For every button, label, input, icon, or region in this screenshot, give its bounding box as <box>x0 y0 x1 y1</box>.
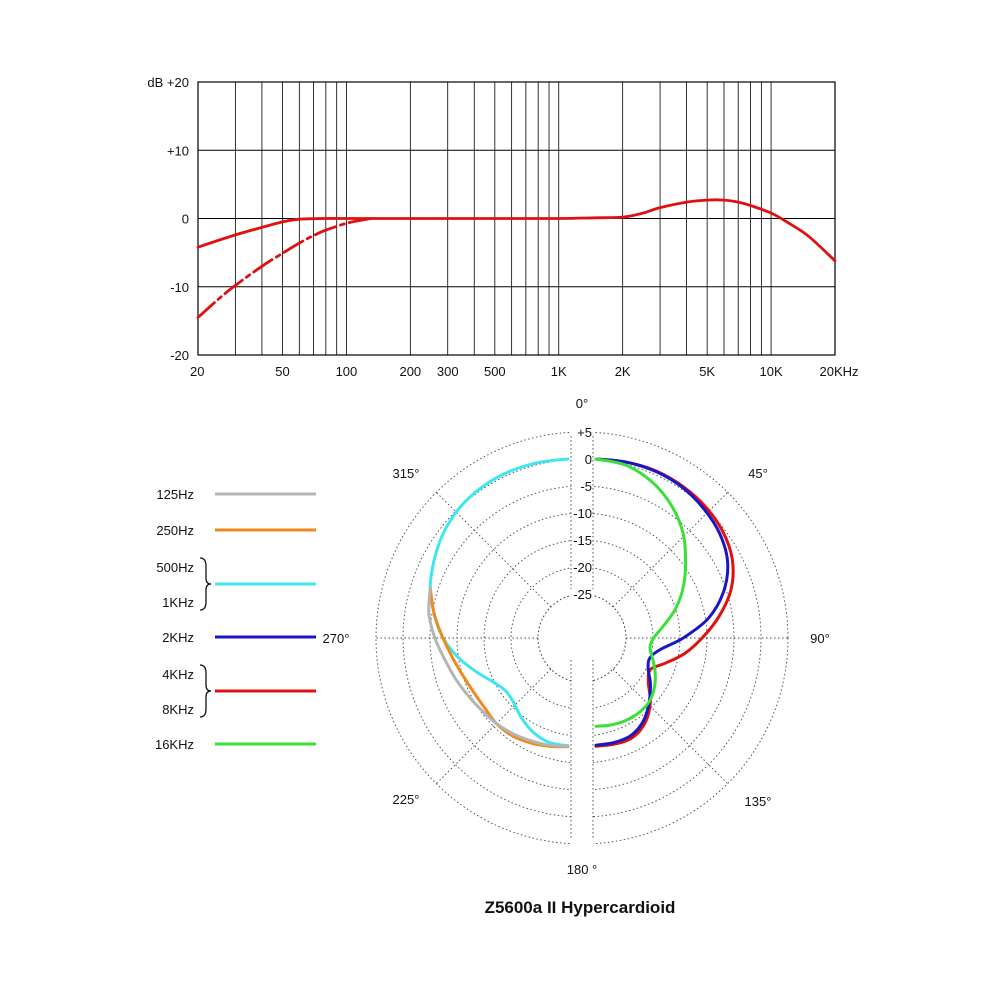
radial-tick-label: -15 <box>573 533 592 548</box>
plot-frame <box>197 81 836 356</box>
chart-title: Z5600a II Hypercardioid <box>485 898 676 917</box>
legend-label: 2KHz <box>162 630 194 645</box>
angle-label: 135° <box>745 794 772 809</box>
polar-trace-4 <box>428 586 570 749</box>
legend-label: 1KHz <box>162 595 194 610</box>
legend-label: 250Hz <box>156 523 194 538</box>
polar-pattern-chart: +5 0 -5 -10 -15 -20 -25 0° 45° 90° 135° 180 ° 225° 27… <box>323 396 830 877</box>
scale-strip <box>571 430 593 598</box>
legend-label: 4KHz <box>162 667 194 682</box>
y-tick-label: 0 <box>182 212 189 227</box>
angle-label: 45° <box>748 466 768 481</box>
x-tick-label: 1K <box>551 364 567 379</box>
y-tick-label: -10 <box>170 280 189 295</box>
y-tick-label: dB +20 <box>147 75 189 90</box>
radial-tick-label: -20 <box>573 560 592 575</box>
angle-label: 270° <box>323 631 350 646</box>
rear-strip <box>571 660 593 846</box>
polar-trace-5 <box>427 586 570 748</box>
x-tick-label: 20 <box>190 364 204 379</box>
polar-ring <box>375 431 789 845</box>
polar-spoke <box>612 668 728 784</box>
angle-label: 0° <box>576 396 588 411</box>
polar-trace-2 <box>594 457 688 728</box>
polar-trace-3 <box>428 457 570 748</box>
radial-tick-label: +5 <box>577 425 592 440</box>
legend-label: 500Hz <box>156 560 194 575</box>
legend-label: 8KHz <box>162 702 194 717</box>
radial-tick-label: -10 <box>573 506 592 521</box>
x-tick-label: 10K <box>760 364 783 379</box>
y-tick-label: +10 <box>167 143 189 158</box>
x-tick-label: 300 <box>437 364 459 379</box>
x-tick-label: 200 <box>399 364 421 379</box>
legend: 125Hz 250Hz 500Hz 1KHz 2KHz 4KHz 8KHz 16KHz <box>155 487 316 752</box>
response-line-solid <box>196 198 837 263</box>
x-tick-label: 2K <box>615 364 631 379</box>
legend-label: 125Hz <box>156 487 194 502</box>
polar-spoke <box>436 492 552 608</box>
x-tick-label: 5K <box>699 364 715 379</box>
polar-spoke <box>612 492 728 608</box>
response-line-dashed <box>196 217 372 319</box>
x-tick-label: 100 <box>336 364 358 379</box>
polar-center <box>539 595 625 681</box>
angle-label: 90° <box>810 631 830 646</box>
polar-trace-0 <box>594 457 735 748</box>
polar-trace-1 <box>594 457 730 747</box>
x-tick-label: 20KHz <box>819 364 858 379</box>
y-tick-label: -20 <box>170 348 189 363</box>
angle-label: 315° <box>393 466 420 481</box>
x-tick-label: 500 <box>484 364 506 379</box>
legend-label: 16KHz <box>155 737 194 752</box>
radial-tick-label: -5 <box>580 479 592 494</box>
legend-brace <box>199 664 212 718</box>
radial-tick-label: 0 <box>585 452 592 467</box>
angle-label: 180 ° <box>567 862 598 877</box>
polar-spoke <box>436 668 552 784</box>
legend-brace <box>199 557 212 611</box>
angle-label: 225° <box>393 792 420 807</box>
radial-tick-label: -25 <box>573 587 592 602</box>
x-tick-label: 50 <box>275 364 289 379</box>
